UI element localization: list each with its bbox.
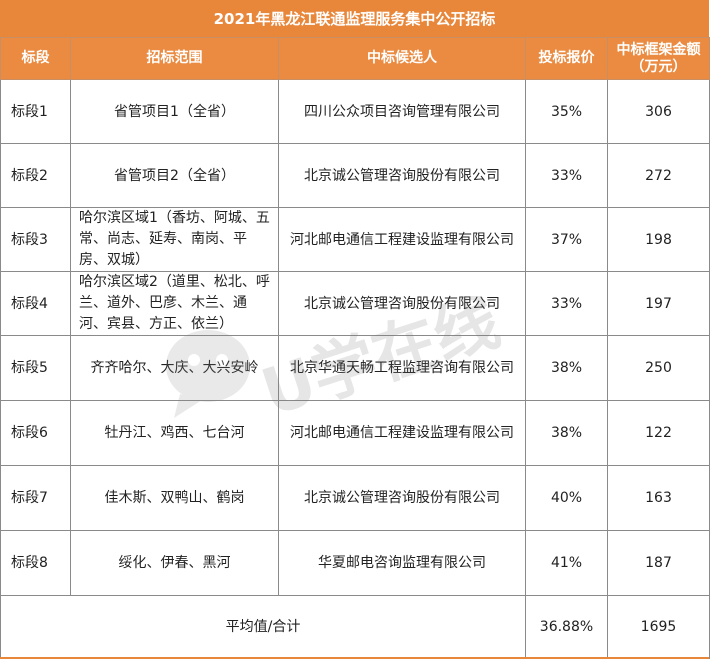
cell-candidate: 华夏邮电咨询监理有限公司	[278, 530, 526, 596]
cell-segment: 标段5	[0, 335, 71, 401]
cell-candidate: 四川公众项目咨询管理有限公司	[278, 79, 526, 144]
total-bid: 36.88%	[525, 595, 608, 659]
cell-amount: 198	[607, 207, 710, 272]
cell-candidate: 北京诚公管理咨询股份有限公司	[278, 143, 526, 208]
cell-amount: 122	[607, 400, 710, 466]
cell-amount: 272	[607, 143, 710, 208]
bottom-divider	[0, 657, 709, 659]
cell-segment: 标段2	[0, 143, 71, 208]
cell-segment: 标段1	[0, 79, 71, 144]
header-amount: 中标框架金额 （万元）	[607, 37, 710, 80]
cell-candidate: 河北邮电通信工程建设监理有限公司	[278, 207, 526, 272]
cell-segment: 标段4	[0, 271, 71, 336]
cell-bid: 40%	[525, 465, 608, 531]
cell-bid: 35%	[525, 79, 608, 144]
cell-scope: 牡丹江、鸡西、七台河	[70, 400, 279, 466]
cell-scope: 绥化、伊春、黑河	[70, 530, 279, 596]
table-row: 标段6 牡丹江、鸡西、七台河 河北邮电通信工程建设监理有限公司 38% 122	[0, 400, 710, 466]
cell-amount: 250	[607, 335, 710, 401]
header-candidate: 中标候选人	[278, 37, 526, 80]
table-row: 标段2 省管项目2（全省） 北京诚公管理咨询股份有限公司 33% 272	[0, 143, 710, 208]
cell-bid: 38%	[525, 400, 608, 466]
cell-segment: 标段7	[0, 465, 71, 531]
cell-segment: 标段6	[0, 400, 71, 466]
cell-scope: 佳木斯、双鸭山、鹤岗	[70, 465, 279, 531]
cell-bid: 33%	[525, 271, 608, 336]
cell-amount: 197	[607, 271, 710, 336]
cell-bid: 41%	[525, 530, 608, 596]
cell-amount: 306	[607, 79, 710, 144]
total-label: 平均值/合计	[0, 595, 526, 659]
header-scope: 招标范围	[70, 37, 279, 80]
cell-candidate: 北京诚公管理咨询股份有限公司	[278, 271, 526, 336]
cell-scope: 齐齐哈尔、大庆、大兴安岭	[70, 335, 279, 401]
cell-candidate: 北京华通天畅工程监理咨询有限公司	[278, 335, 526, 401]
table-row: 标段1 省管项目1（全省） 四川公众项目咨询管理有限公司 35% 306	[0, 79, 710, 144]
cell-candidate: 河北邮电通信工程建设监理有限公司	[278, 400, 526, 466]
header-amount-line1: 中标框架金额	[616, 41, 701, 58]
header-row: 标段 招标范围 中标候选人 投标报价 中标框架金额 （万元）	[0, 37, 710, 80]
table-row: 标段5 齐齐哈尔、大庆、大兴安岭 北京华通天畅工程监理咨询有限公司 38% 25…	[0, 335, 710, 401]
table-row: 标段7 佳木斯、双鸭山、鹤岗 北京诚公管理咨询股份有限公司 40% 163	[0, 465, 710, 531]
table-row: 标段8 绥化、伊春、黑河 华夏邮电咨询监理有限公司 41% 187	[0, 530, 710, 596]
header-segment: 标段	[0, 37, 71, 80]
bid-results-table: 标段 招标范围 中标候选人 投标报价 中标框架金额 （万元） 标段1 省管项目1…	[0, 37, 710, 659]
total-amount: 1695	[607, 595, 710, 659]
cell-scope: 哈尔滨区域1（香坊、阿城、五常、尚志、延寿、南岗、平房、双城）	[70, 207, 279, 272]
table-title: 2021年黑龙江联通监理服务集中公开招标	[0, 0, 709, 37]
cell-scope: 省管项目2（全省）	[70, 143, 279, 208]
cell-bid: 37%	[525, 207, 608, 272]
cell-amount: 163	[607, 465, 710, 531]
cell-candidate: 北京诚公管理咨询股份有限公司	[278, 465, 526, 531]
cell-segment: 标段8	[0, 530, 71, 596]
cell-bid: 38%	[525, 335, 608, 401]
table-row: 标段3 哈尔滨区域1（香坊、阿城、五常、尚志、延寿、南岗、平房、双城） 河北邮电…	[0, 207, 710, 272]
cell-segment: 标段3	[0, 207, 71, 272]
header-amount-line2: （万元）	[630, 58, 687, 75]
cell-scope: 哈尔滨区域2（道里、松北、呼兰、道外、巴彦、木兰、通河、宾县、方正、依兰）	[70, 271, 279, 336]
cell-bid: 33%	[525, 143, 608, 208]
cell-scope: 省管项目1（全省）	[70, 79, 279, 144]
total-row: 平均值/合计 36.88% 1695	[0, 595, 710, 659]
header-bid: 投标报价	[525, 37, 608, 80]
cell-amount: 187	[607, 530, 710, 596]
table-row: 标段4 哈尔滨区域2（道里、松北、呼兰、道外、巴彦、木兰、通河、宾县、方正、依兰…	[0, 271, 710, 336]
